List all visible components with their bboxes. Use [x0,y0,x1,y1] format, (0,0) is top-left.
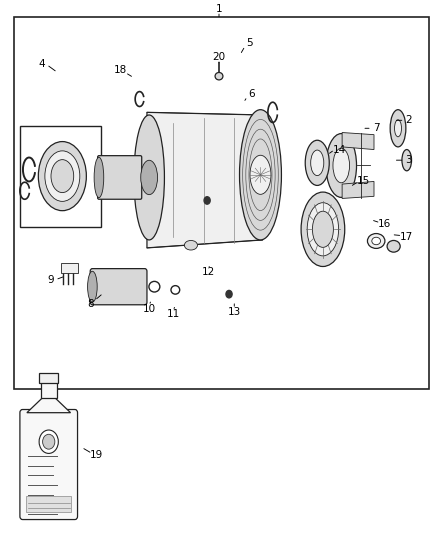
Ellipse shape [311,150,324,175]
Ellipse shape [305,140,329,185]
Text: 12: 12 [201,267,215,277]
Ellipse shape [240,110,282,240]
Circle shape [42,434,55,449]
Polygon shape [147,112,263,248]
Ellipse shape [372,237,381,245]
Ellipse shape [312,211,333,247]
Ellipse shape [367,233,385,248]
Text: 18: 18 [114,65,127,75]
Circle shape [204,197,210,204]
Ellipse shape [307,203,339,256]
Ellipse shape [402,150,412,171]
Bar [14,17,428,389]
Text: 5: 5 [246,38,253,48]
Ellipse shape [88,271,97,302]
Text: 11: 11 [166,309,180,319]
Text: 10: 10 [143,304,155,314]
Text: 8: 8 [87,298,93,309]
Bar [39,373,58,383]
Ellipse shape [390,110,406,147]
Ellipse shape [39,142,86,211]
Bar [26,496,71,512]
Ellipse shape [395,120,402,137]
Circle shape [226,290,232,298]
Ellipse shape [301,192,345,266]
Text: 6: 6 [248,88,255,99]
Text: 7: 7 [373,123,379,133]
Polygon shape [342,133,374,150]
Text: 20: 20 [212,52,226,61]
Text: 15: 15 [357,176,370,187]
Ellipse shape [326,134,357,197]
Text: 4: 4 [39,60,46,69]
Polygon shape [27,398,71,413]
Text: 1: 1 [215,4,223,14]
Text: 13: 13 [228,306,241,317]
Ellipse shape [45,151,80,201]
Text: 14: 14 [332,144,346,155]
Bar [61,263,78,273]
Circle shape [39,430,58,454]
Ellipse shape [51,160,74,192]
Ellipse shape [94,157,104,198]
Ellipse shape [134,115,164,240]
Ellipse shape [333,148,350,183]
FancyBboxPatch shape [98,156,142,199]
FancyBboxPatch shape [20,409,78,520]
Text: 2: 2 [406,115,412,125]
Text: 3: 3 [406,155,412,165]
Ellipse shape [141,160,158,195]
Text: 19: 19 [90,450,103,460]
Ellipse shape [387,240,400,252]
Bar [41,382,57,398]
Text: 17: 17 [400,232,413,243]
Text: 9: 9 [48,275,54,285]
Ellipse shape [215,72,223,80]
Bar [20,126,101,227]
Polygon shape [342,181,374,198]
Ellipse shape [184,240,198,250]
Text: 16: 16 [378,219,392,229]
FancyBboxPatch shape [90,269,147,305]
Ellipse shape [250,155,271,195]
